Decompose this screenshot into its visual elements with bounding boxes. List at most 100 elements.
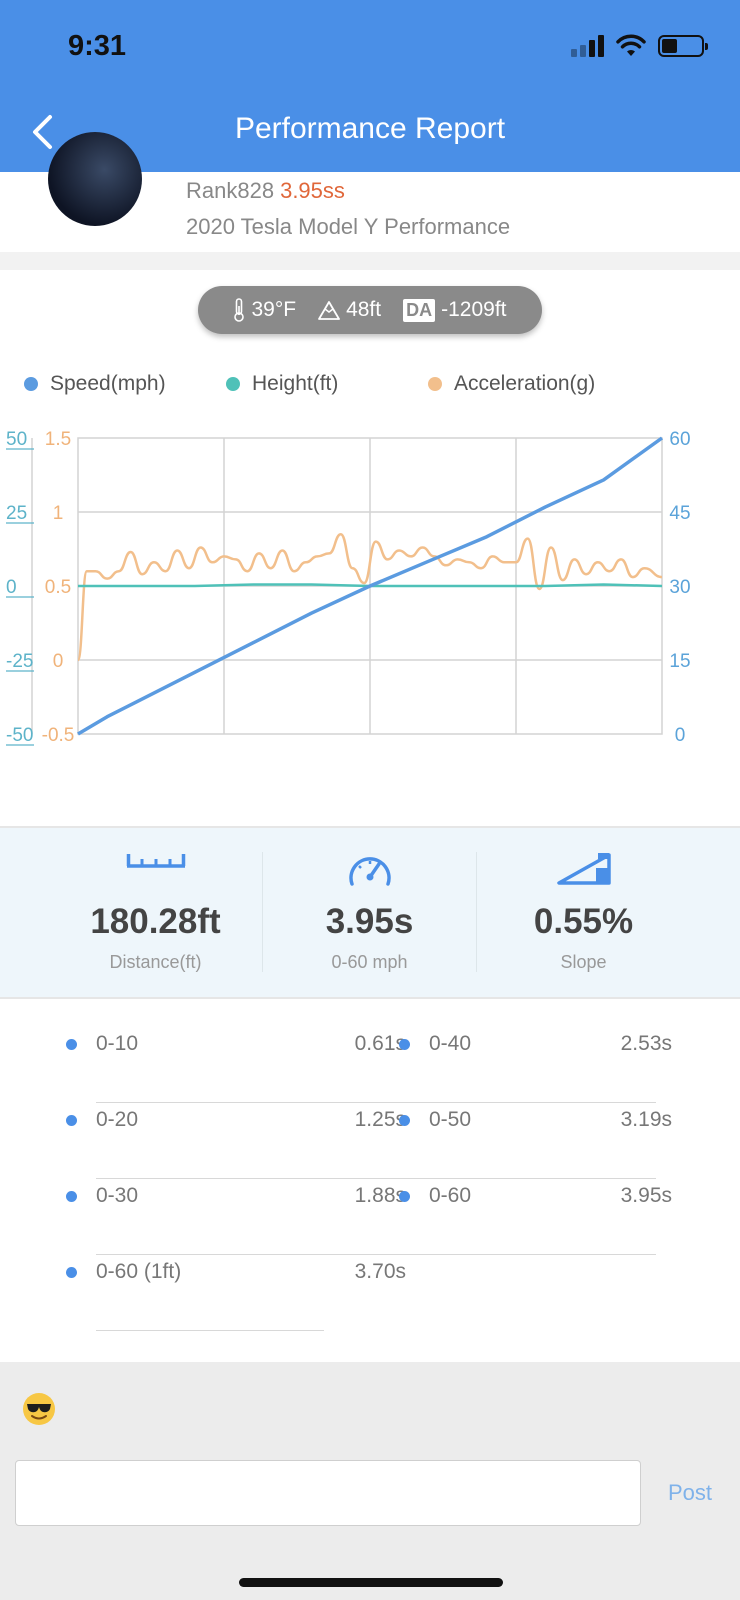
split-time: 2.53s [620, 1032, 672, 1055]
chart-svg: 50 25 0 -25 -50 1.5 1 0.5 0 -0.5 60 45 30 15 0 [6, 429, 691, 746]
conditions-pill: 39°F 48ft DA -1209ft [198, 286, 542, 334]
accel-axis-tick: -0.5 [42, 725, 75, 746]
ruler-icon [126, 854, 185, 868]
page-title: Performance Report [234, 112, 506, 145]
acceleration-series-line [76, 532, 663, 662]
slope-icon [556, 853, 611, 885]
stats-panel: 180.28ft Distance(ft) 3.95s 0-60 mph 0.5… [0, 828, 740, 998]
split-time: 3.19s [620, 1108, 672, 1131]
performance-chart: 50 25 0 -25 -50 1.5 1 0.5 0 -0.5 60 45 30 15 0 [0, 420, 740, 760]
split-time: 3.95s [620, 1184, 672, 1207]
speed-axis-tick: 15 [669, 651, 690, 672]
split-times: 0-10 0.61s 0-20 1.25s 0-30 1.88s 0-60 (1… [0, 1000, 740, 1362]
split-name: 0-40 [429, 1032, 472, 1055]
split-name: 0-60 (1ft) [96, 1260, 182, 1283]
split-row: 0-20 1.25s [66, 1076, 406, 1152]
accel-axis-tick: 0 [53, 651, 64, 672]
legend-speed-label: Speed(mph) [50, 372, 166, 395]
temperature-item: 39°F [233, 298, 296, 322]
height-axis-tick: 50 [6, 429, 27, 450]
split-row: 0-10 0.61s [66, 1000, 406, 1076]
height-axis-tick: 0 [6, 577, 17, 598]
split-bullet [66, 1191, 77, 1202]
split-row: 0-60 3.95s [399, 1152, 699, 1228]
chart-legend: Speed(mph) Height(ft) Acceleration(g) [0, 372, 740, 402]
section-divider [0, 252, 740, 270]
stats-top-border [0, 826, 740, 828]
sunglasses-emoji-icon[interactable] [22, 1392, 56, 1426]
legend-height-swatch [226, 377, 240, 391]
wifi-icon [616, 34, 646, 56]
split-divider [96, 1330, 324, 1331]
split-name: 0-10 [96, 1032, 139, 1055]
cellular-signal-icon [571, 35, 604, 57]
speed-axis-tick: 0 [675, 725, 686, 746]
legend-height-label: Height(ft) [252, 372, 339, 395]
speed-series-line [77, 436, 664, 736]
post-button[interactable]: Post [668, 1480, 713, 1505]
stats-bottom-border [0, 997, 740, 999]
zero-sixty-label: 0-60 mph [331, 952, 408, 972]
legend-acceleration-label: Acceleration(g) [454, 372, 596, 395]
accel-axis-tick: 0.5 [45, 577, 71, 598]
split-time: 3.70s [354, 1260, 406, 1283]
split-name: 0-50 [429, 1108, 472, 1131]
mountain-icon [318, 301, 340, 320]
rank-line: Rank828 3.95ss [186, 178, 345, 204]
split-row: 0-30 1.88s [66, 1152, 406, 1228]
density-altitude-item: DA -1209ft [403, 298, 507, 322]
elevation-item: 48ft [318, 298, 381, 322]
speedometer-icon [348, 857, 391, 886]
split-row: 0-50 3.19s [399, 1076, 699, 1152]
status-time: 9:31 [68, 30, 127, 62]
home-indicator [239, 1578, 503, 1587]
split-bullet [399, 1115, 410, 1126]
split-name: 0-20 [96, 1108, 139, 1131]
comment-input[interactable] [15, 1460, 641, 1526]
legend-speed[interactable]: Speed(mph) [24, 372, 166, 396]
accel-axis-tick: 1.5 [45, 429, 71, 450]
distance-label: Distance(ft) [109, 952, 202, 972]
split-row: 0-60 (1ft) 3.70s [66, 1228, 406, 1304]
distance-value: 180.28ft [90, 902, 221, 941]
da-badge: DA [403, 298, 436, 322]
split-time: 1.25s [354, 1108, 406, 1131]
height-axis-tick: 25 [6, 503, 27, 524]
split-bullet [66, 1039, 77, 1050]
density-altitude-value: -1209ft [441, 298, 507, 321]
split-time: 0.61s [354, 1032, 406, 1055]
split-time: 1.88s [354, 1184, 406, 1207]
stat-separator [262, 852, 263, 972]
battery-icon [658, 35, 708, 57]
back-button[interactable] [22, 108, 62, 156]
legend-height[interactable]: Height(ft) [226, 372, 338, 396]
split-bullet [66, 1267, 77, 1278]
elevation-value: 48ft [346, 298, 382, 321]
split-bullet [399, 1039, 410, 1050]
height-axis-tick: -50 [6, 725, 33, 746]
legend-acceleration-swatch [428, 377, 442, 391]
split-bullet [66, 1115, 77, 1126]
split-name: 0-30 [96, 1184, 139, 1207]
split-divider [96, 1178, 656, 1179]
temperature-value: 39°F [251, 298, 297, 321]
chevron-left-icon [33, 115, 52, 149]
avatar[interactable] [48, 132, 142, 226]
thermometer-icon [234, 298, 245, 322]
accel-axis-tick: 1 [53, 503, 64, 524]
speed-axis-tick: 45 [669, 503, 690, 524]
split-name: 0-60 [429, 1184, 472, 1207]
speed-axis-tick: 30 [669, 577, 690, 598]
stat-distance: 180.28ft Distance(ft) [48, 828, 263, 998]
slope-label: Slope [560, 952, 607, 972]
stat-separator [476, 852, 477, 972]
split-divider [96, 1254, 656, 1255]
split-bullet [399, 1191, 410, 1202]
stat-slope: 0.55% Slope [476, 828, 691, 998]
rank-label: Rank828 [186, 178, 275, 203]
status-icons [571, 34, 708, 58]
split-row: 0-40 2.53s [399, 1000, 699, 1076]
height-axis-tick: -25 [6, 651, 33, 672]
speed-axis-tick: 60 [669, 429, 690, 450]
legend-acceleration[interactable]: Acceleration(g) [428, 372, 595, 396]
